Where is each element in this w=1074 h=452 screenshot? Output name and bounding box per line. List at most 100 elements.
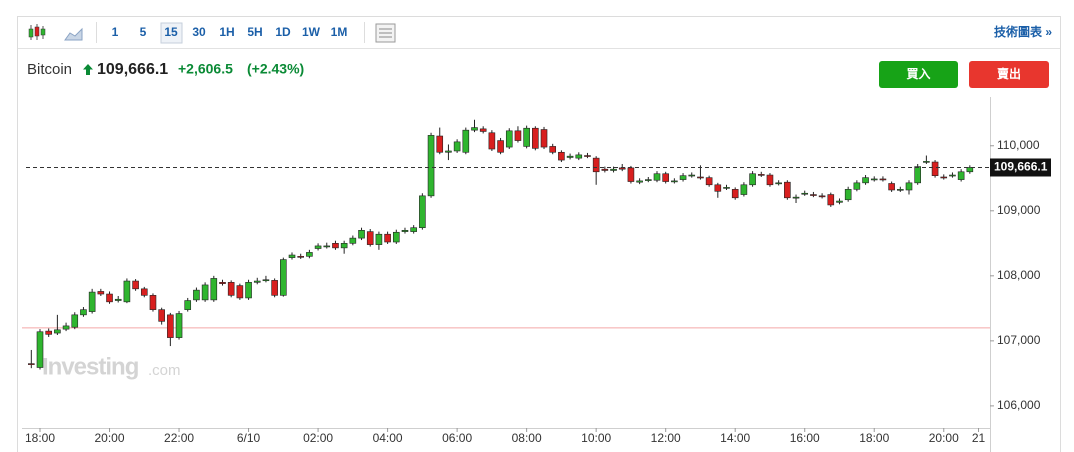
candle-icon[interactable] xyxy=(28,24,46,40)
candle-body xyxy=(653,173,661,181)
x-tick-label: 21 xyxy=(972,431,986,445)
candle-body xyxy=(201,284,209,301)
candle-body xyxy=(592,157,600,173)
x-tick-label: 04:00 xyxy=(373,431,403,445)
candle-body xyxy=(401,230,409,232)
candle-body xyxy=(731,189,739,199)
candle-body xyxy=(636,180,643,183)
candle-body xyxy=(757,174,765,176)
candle-body xyxy=(923,161,930,163)
x-tick-label: 02:00 xyxy=(303,431,333,445)
y-tick-label: 110,000 xyxy=(997,138,1040,152)
interval-button[interactable]: 1M xyxy=(331,25,348,39)
candle-body xyxy=(540,129,548,148)
candle-body xyxy=(575,154,583,159)
buy-label[interactable]: 買入 xyxy=(906,67,930,81)
candle-body xyxy=(97,291,105,295)
candle-body xyxy=(375,233,383,245)
watermark-suffix: .com xyxy=(148,362,181,379)
candle-body xyxy=(158,309,165,322)
candle-body xyxy=(384,233,391,243)
candle-body xyxy=(957,171,965,180)
x-tick-label: 18:00 xyxy=(25,431,55,445)
candle-body xyxy=(140,288,148,296)
candle-body xyxy=(558,151,565,161)
candle-body xyxy=(114,298,122,301)
x-tick-label: 6/10 xyxy=(237,431,261,445)
candle-body xyxy=(966,167,974,173)
interval-button[interactable]: 1W xyxy=(302,25,321,39)
candle-body xyxy=(427,135,435,197)
candle-body xyxy=(888,183,895,191)
candle-body xyxy=(132,280,139,290)
interval-button[interactable]: 5H xyxy=(247,25,262,39)
candle-body xyxy=(897,189,904,191)
candle-body xyxy=(749,173,756,186)
last-price-tag xyxy=(990,158,1051,177)
price-change-percent: (+2.43%) xyxy=(247,61,304,77)
x-tick-label: 16:00 xyxy=(790,431,820,445)
candle-body xyxy=(853,182,861,190)
candle-body xyxy=(80,309,87,316)
candle-body xyxy=(340,243,348,249)
candle-body xyxy=(810,194,817,196)
candle-body xyxy=(306,252,313,257)
last-price: 109,666.1 xyxy=(97,61,168,78)
selected-interval xyxy=(160,22,183,44)
candle-body xyxy=(627,167,635,182)
x-tick-label: 20:00 xyxy=(95,431,125,445)
interval-button[interactable]: 15 xyxy=(164,25,178,39)
last-price-label: 109,666.1 xyxy=(994,160,1048,174)
interval-button[interactable]: 1 xyxy=(112,25,119,39)
candle-body xyxy=(227,282,235,296)
area-icon[interactable] xyxy=(64,27,83,41)
candle-body xyxy=(88,291,96,312)
candle-body xyxy=(123,280,131,303)
candle-body xyxy=(766,174,774,186)
watermark-brand: Investing xyxy=(42,353,139,380)
advanced-chart-link[interactable]: 技術圖表 » xyxy=(994,24,1052,39)
candle-body xyxy=(705,177,713,186)
buy-button[interactable] xyxy=(879,61,958,88)
interval-button[interactable]: 30 xyxy=(192,25,206,39)
candle-body xyxy=(723,187,730,189)
candle-body xyxy=(288,254,296,258)
candle-body xyxy=(479,128,487,132)
sell-label[interactable]: 賣出 xyxy=(996,66,1021,81)
x-tick-label: 10:00 xyxy=(581,431,611,445)
candle-body xyxy=(332,243,339,249)
candle-body xyxy=(697,176,704,179)
candle-body xyxy=(149,295,157,310)
x-tick-label: 22:00 xyxy=(164,431,194,445)
candle-body xyxy=(349,237,357,244)
candle-body xyxy=(358,230,365,239)
x-tick-label: 08:00 xyxy=(512,431,542,445)
candle-body xyxy=(836,200,843,203)
candle-body xyxy=(549,146,557,153)
candle-body xyxy=(870,178,878,181)
candle-body xyxy=(740,184,748,195)
interval-button[interactable]: 1D xyxy=(275,25,291,39)
x-tick-label: 18:00 xyxy=(859,431,889,445)
candle-body xyxy=(219,282,226,284)
interval-button[interactable]: 5 xyxy=(140,25,147,39)
interval-button[interactable]: 1H xyxy=(219,25,234,39)
candle-body xyxy=(488,132,496,150)
candle-body xyxy=(862,177,869,184)
sell-button[interactable] xyxy=(969,61,1049,88)
candle-body xyxy=(905,182,913,191)
table-icon[interactable] xyxy=(375,23,396,43)
candle-body xyxy=(462,129,470,153)
candle-body xyxy=(679,175,687,180)
candle-body xyxy=(497,140,504,153)
candle-body xyxy=(644,179,652,181)
candle-body xyxy=(532,127,539,149)
candle-body xyxy=(323,245,331,248)
candle-body xyxy=(54,329,61,334)
candle-body xyxy=(566,155,574,158)
candle-body xyxy=(392,231,400,243)
candle-body xyxy=(523,127,530,147)
candle-body xyxy=(106,293,113,303)
